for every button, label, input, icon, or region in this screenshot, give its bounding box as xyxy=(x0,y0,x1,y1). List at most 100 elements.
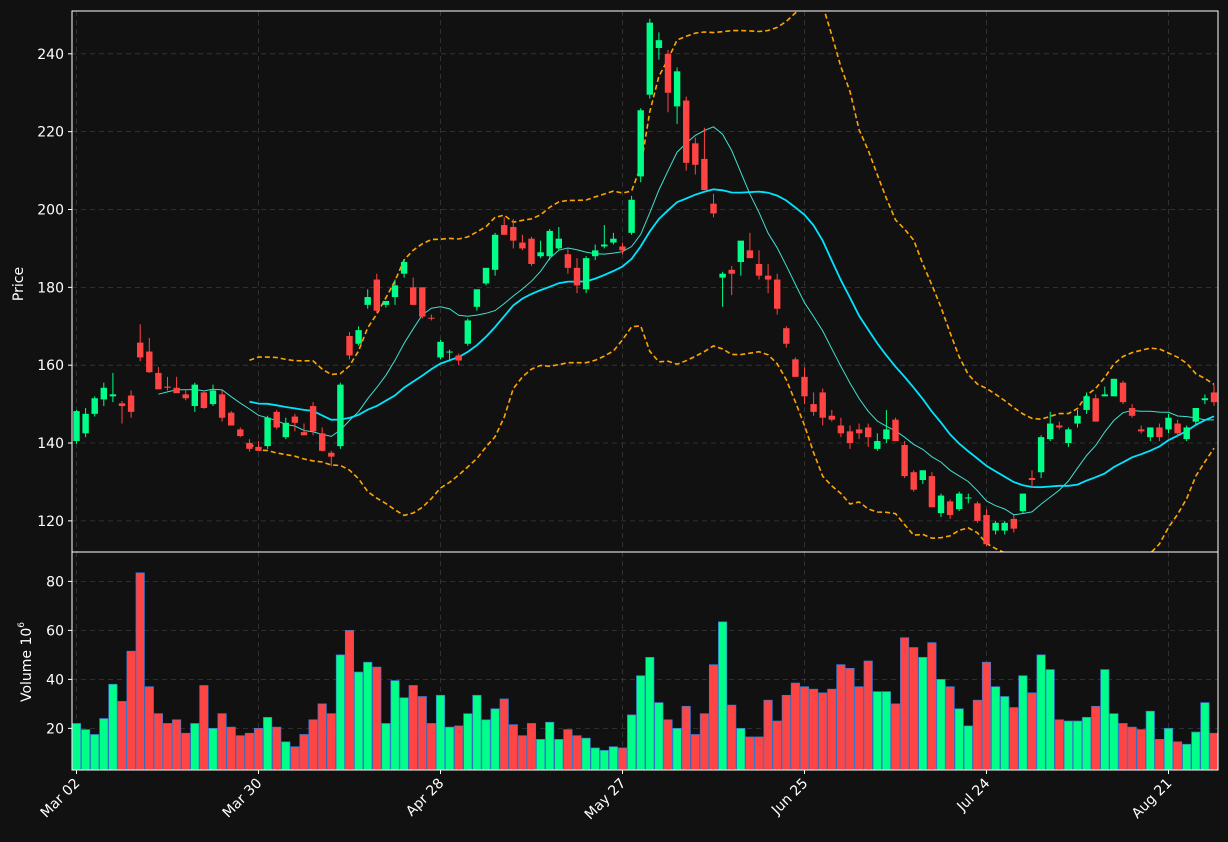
price-panel-frame xyxy=(71,10,1219,553)
volume-bar xyxy=(226,726,236,771)
candle-body xyxy=(319,433,326,451)
volume-tick-label: 20 xyxy=(46,721,64,737)
candle-body xyxy=(664,53,672,93)
volume-bar xyxy=(1018,675,1028,771)
candle-body xyxy=(137,342,144,358)
volume-bar xyxy=(590,747,600,771)
candle-body xyxy=(983,515,990,545)
candle-body xyxy=(437,341,444,358)
volume-bar xyxy=(1063,720,1073,771)
candle-body xyxy=(1065,429,1072,444)
price-tick-label: 120 xyxy=(37,514,64,530)
volume-bar xyxy=(754,736,764,771)
volume-bar xyxy=(727,704,737,771)
volume-bar xyxy=(1118,723,1128,771)
candles xyxy=(73,18,1218,547)
volume-bar xyxy=(872,691,882,771)
candle-body xyxy=(1174,423,1181,434)
candle-body xyxy=(109,394,117,397)
volume-bar xyxy=(299,734,309,771)
price-tick-label: 140 xyxy=(37,436,64,452)
volume-bar xyxy=(745,736,755,771)
x-tick-label: Aug 21 xyxy=(1129,776,1175,822)
candle-body xyxy=(191,384,198,407)
price-tick-label: 180 xyxy=(37,280,64,296)
volume-tick-label: 40 xyxy=(46,672,64,688)
volume-bar xyxy=(1109,713,1119,771)
volume-bar xyxy=(308,719,318,771)
volume-axis-ticks: 20 40 60 80 xyxy=(46,574,72,737)
candle-body xyxy=(710,203,717,214)
volume-bar xyxy=(126,650,136,771)
volume-bar xyxy=(454,725,464,771)
candle-body xyxy=(200,392,208,408)
volume-bar xyxy=(244,732,254,771)
volume-bar xyxy=(435,694,446,771)
volume-bar xyxy=(408,685,418,771)
candle-body xyxy=(464,320,471,344)
candle-body xyxy=(400,262,408,274)
volume-bar xyxy=(608,746,618,771)
volume-bar xyxy=(1036,654,1046,771)
candle-body xyxy=(1183,427,1190,440)
candle-body xyxy=(1037,437,1045,473)
x-tick-label: Jul 24 xyxy=(954,775,994,815)
candle-body xyxy=(865,427,872,438)
moving-average-slow xyxy=(249,188,1215,489)
candle-body xyxy=(237,429,244,437)
volume-bar xyxy=(563,729,573,771)
candle-body xyxy=(837,425,845,434)
candle-body xyxy=(127,395,135,412)
volume-bar xyxy=(526,723,537,771)
volume-bar xyxy=(799,686,810,771)
volume-bar xyxy=(881,691,891,771)
volume-bar xyxy=(1082,716,1092,771)
candle-body xyxy=(1010,518,1017,529)
candle-body xyxy=(528,238,535,264)
candle-body xyxy=(510,227,517,241)
volume-axis-label-text: Volume 10 xyxy=(19,628,35,702)
x-tick-label: Mar 02 xyxy=(38,776,84,822)
candle-body xyxy=(719,273,726,278)
candle-body xyxy=(73,411,80,442)
candle-body xyxy=(246,443,253,449)
price-axis-label: Price xyxy=(11,267,27,301)
candle-body xyxy=(182,394,189,399)
volume-bar xyxy=(536,739,546,771)
candle-body xyxy=(300,432,308,436)
candle-body xyxy=(846,431,854,444)
volume-bar xyxy=(253,728,264,771)
volume-bar xyxy=(290,746,300,771)
candle-body xyxy=(1083,396,1090,410)
volume-bar xyxy=(909,647,919,771)
candle-body xyxy=(209,390,217,405)
x-tick-label: Apr 28 xyxy=(403,776,447,820)
candle-body xyxy=(619,246,626,251)
candle-body xyxy=(1192,407,1199,422)
price-tick-label: 200 xyxy=(37,202,64,218)
volume-bar xyxy=(335,654,345,771)
volume-bar xyxy=(426,723,436,771)
candle-body xyxy=(491,234,499,270)
candle-body xyxy=(937,495,945,514)
candle-body xyxy=(537,252,544,257)
candle-body xyxy=(628,199,635,233)
candle-body xyxy=(892,419,899,442)
candle-body xyxy=(555,238,562,249)
candle-body xyxy=(855,429,863,434)
moving-average-fast xyxy=(158,126,1214,516)
volume-bar xyxy=(936,679,946,771)
candle-body xyxy=(282,422,289,438)
candle-body xyxy=(455,355,462,361)
candle-body xyxy=(783,328,790,344)
candle-body xyxy=(755,263,763,276)
volume-bar xyxy=(617,747,628,771)
volume-bar xyxy=(517,735,527,771)
volume-bar xyxy=(554,739,564,771)
volume-bar xyxy=(217,713,227,771)
candle-body xyxy=(1028,478,1036,480)
bollinger-bands xyxy=(248,11,1215,552)
volume-bar xyxy=(1154,739,1164,771)
volume-bar xyxy=(1091,705,1101,771)
candle-body xyxy=(173,387,180,394)
